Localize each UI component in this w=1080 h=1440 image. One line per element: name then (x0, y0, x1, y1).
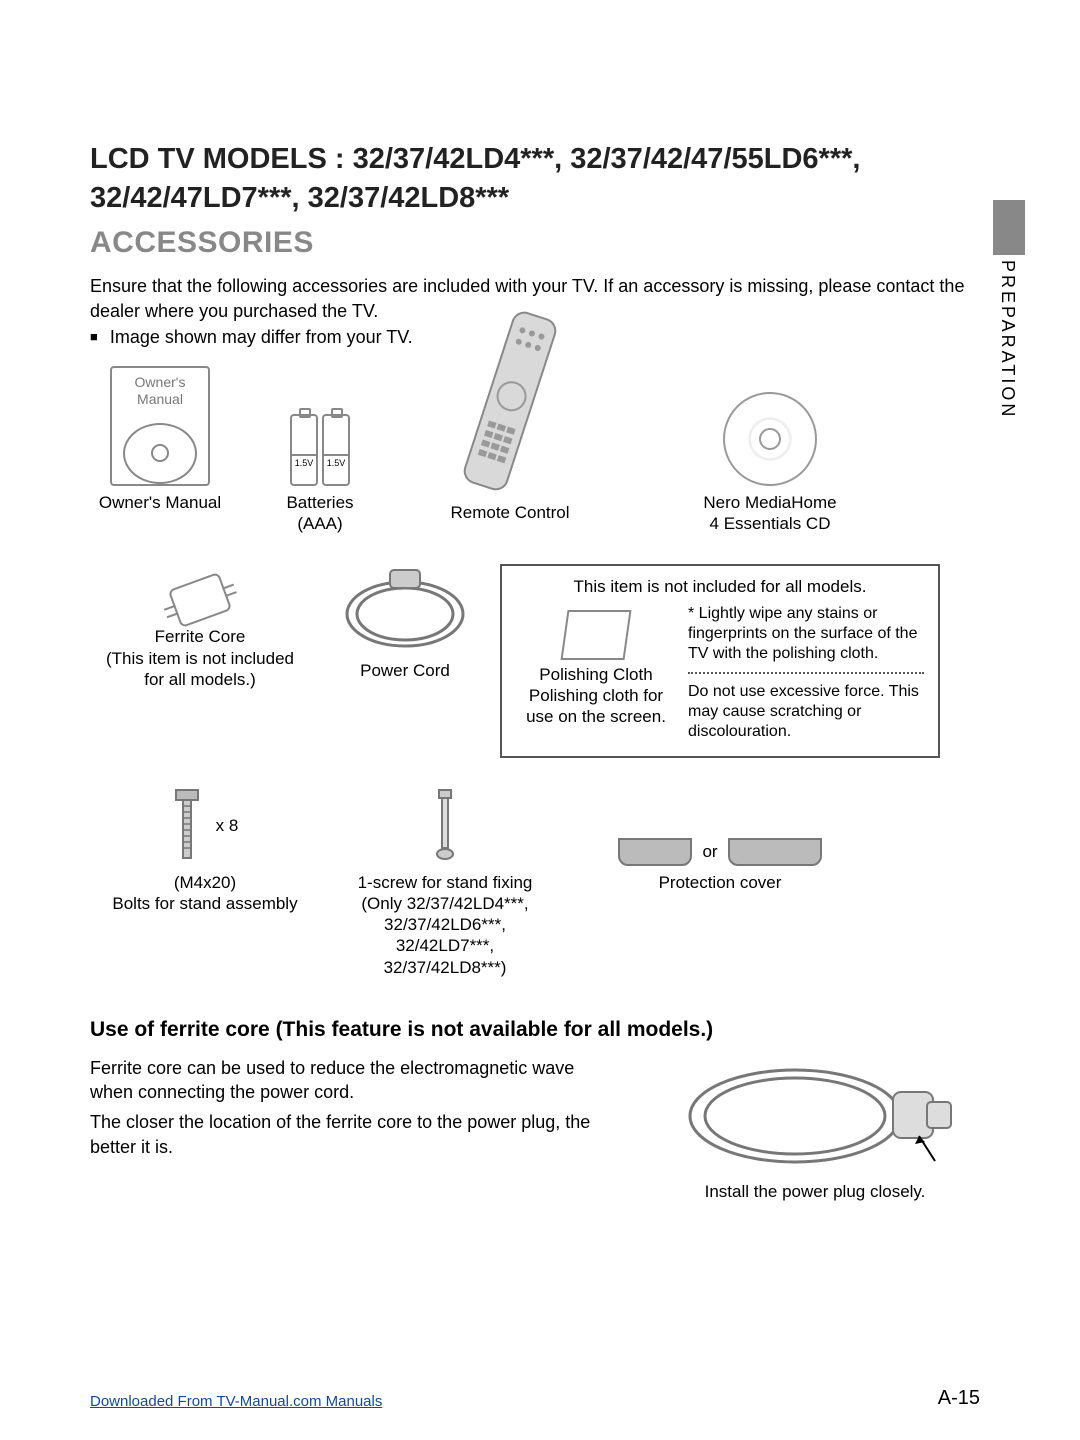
item-screw: 1-screw for stand fixing (Only 32/37/42L… (320, 786, 570, 978)
models-heading: LCD TV MODELS : 32/37/42LD4***, 32/37/42… (90, 140, 980, 218)
owners-manual-illustration: Owner's Manual (90, 366, 230, 486)
item-ferrite-core: Ferrite Core (This item is not included … (90, 564, 310, 690)
batteries-label: Batteries (260, 492, 380, 513)
cloth-icon (560, 610, 631, 660)
remote-icon (454, 302, 566, 500)
item-batteries: Batteries (AAA) (260, 366, 380, 535)
manual-box-line1: Owner's (135, 374, 186, 392)
note-text-span: Image shown may differ from your TV. (110, 327, 413, 347)
cloth-desc: Polishing cloth for use on the screen. (516, 685, 676, 728)
cloth-left: Polishing Cloth Polishing cloth for use … (516, 604, 676, 742)
item-remote: Remote Control (410, 366, 610, 523)
cloth-inner: Polishing Cloth Polishing cloth for use … (516, 604, 924, 742)
item-bolts: x 8 (M4x20) Bolts for stand assembly (90, 786, 320, 915)
ferrite-icon (168, 572, 232, 628)
screw-label5: 32/37/42LD8***) (320, 957, 570, 978)
battery-icon (322, 414, 350, 486)
screw-illustration (320, 786, 570, 866)
remote-illustration (410, 326, 610, 496)
power-cord-label: Power Cord (310, 660, 500, 681)
manual-box-line2: Manual (137, 391, 183, 409)
bolts-illustration: x 8 (90, 786, 320, 866)
ferrite-label3: for all models.) (90, 669, 310, 690)
batteries-illustration (260, 366, 380, 486)
ferrite-section: Ferrite core can be used to reduce the e… (90, 1056, 980, 1202)
cloth-right: * Lightly wipe any stains or fingerprint… (688, 604, 924, 742)
item-cd: Nero MediaHome 4 Essentials CD (640, 366, 900, 535)
screw-label2: (Only 32/37/42LD4***, (320, 893, 570, 914)
bolt-icon (172, 786, 202, 866)
bolts-label2: Bolts for stand assembly (90, 893, 320, 914)
item-owners-manual: Owner's Manual Owner's Manual (90, 366, 230, 513)
remote-label: Remote Control (410, 502, 610, 523)
ferrite-figure-icon (665, 1056, 965, 1176)
footer: Downloaded From TV-Manual.com Manuals A-… (90, 1387, 980, 1410)
cd-illustration (640, 366, 900, 486)
item-power-cord: Power Cord (310, 564, 500, 681)
cloth-tip1: * Lightly wipe any stains or fingerprint… (688, 604, 924, 664)
row-2: Ferrite Core (This item is not included … (90, 564, 960, 757)
bolts-label1: (M4x20) (90, 872, 320, 893)
cover-illustration: or (570, 786, 870, 866)
screw-label1: 1-screw for stand fixing (320, 872, 570, 893)
accessories-heading: ACCESSORIES (90, 226, 980, 260)
cd-icon (723, 392, 817, 486)
item-protection-cover: or Protection cover (570, 786, 870, 893)
cd-label1: Nero MediaHome (640, 492, 900, 513)
cover-icon (618, 838, 692, 866)
battery-icon (290, 414, 318, 486)
cover-or: or (702, 841, 717, 862)
owners-manual-label: Owner's Manual (90, 492, 230, 513)
ferrite-illustration (90, 564, 310, 620)
ferrite-text: Ferrite core can be used to reduce the e… (90, 1056, 620, 1165)
ferrite-label1: Ferrite Core (90, 626, 310, 647)
power-cord-icon (330, 564, 480, 654)
manual-box-icon: Owner's Manual (110, 366, 210, 486)
bolts-qty: x 8 (216, 815, 239, 836)
screw-label3: 32/37/42LD6***, (320, 914, 570, 935)
item-polishing-cloth-box: This item is not included for all models… (500, 564, 940, 757)
page-number: A-15 (938, 1387, 980, 1410)
ferrite-caption: Install the power plug closely. (650, 1182, 980, 1202)
cover-group: or (618, 838, 821, 866)
screw-icon (433, 786, 457, 866)
row-1: Owner's Manual Owner's Manual Batteries … (90, 366, 960, 535)
footer-link[interactable]: Downloaded From TV-Manual.com Manuals (90, 1393, 382, 1410)
ferrite-label2: (This item is not included (90, 648, 310, 669)
screw-label4: 32/42LD7***, (320, 935, 570, 956)
cloth-top-note: This item is not included for all models… (516, 576, 924, 597)
cover-icon (728, 838, 822, 866)
power-cord-illustration (310, 564, 500, 654)
ferrite-section-heading: Use of ferrite core (This feature is not… (90, 1018, 980, 1042)
dotted-separator (688, 672, 924, 674)
ferrite-p1: Ferrite core can be used to reduce the e… (90, 1056, 620, 1105)
batteries-sublabel: (AAA) (260, 513, 380, 534)
ferrite-p2: The closer the location of the ferrite c… (90, 1110, 620, 1159)
row-3: x 8 (M4x20) Bolts for stand assembly 1-s… (90, 786, 960, 978)
cd-label2: 4 Essentials CD (640, 513, 900, 534)
cloth-name: Polishing Cloth (516, 664, 676, 685)
manual-disc-icon (123, 423, 197, 484)
ferrite-figure: Install the power plug closely. (650, 1056, 980, 1202)
cover-label: Protection cover (570, 872, 870, 893)
cloth-tip2: Do not use excessive force. This may cau… (688, 682, 924, 742)
accessories-grid: Owner's Manual Owner's Manual Batteries … (90, 366, 960, 978)
batteries-icon (290, 414, 350, 486)
page: LCD TV MODELS : 32/37/42LD4***, 32/37/42… (0, 0, 1080, 1242)
